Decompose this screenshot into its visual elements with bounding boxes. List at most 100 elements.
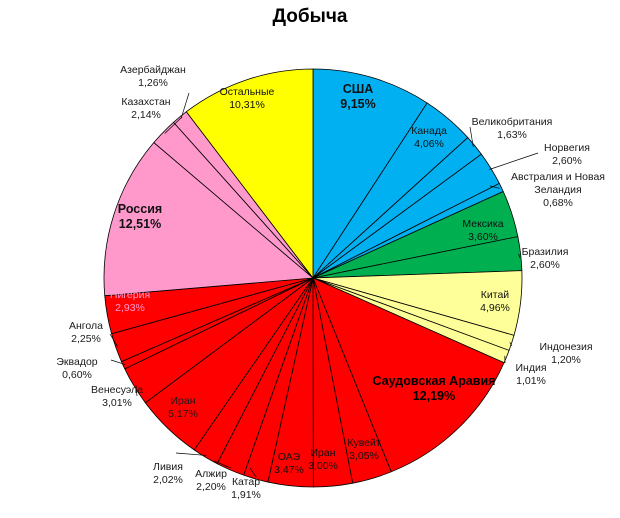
leader-line — [175, 452, 207, 456]
leader-line — [518, 253, 521, 259]
slice-name: Нигерия — [110, 289, 150, 301]
leader-line — [469, 126, 474, 148]
leader-line — [213, 460, 232, 469]
slice-value: 4,96% — [480, 302, 510, 314]
leader-line — [249, 467, 257, 478]
slice-name: Ливия — [153, 461, 183, 473]
leader-line — [489, 185, 500, 189]
slice-name: Кувейт — [347, 437, 381, 449]
slice-name: Индия — [515, 362, 546, 374]
slice-value: 12,51% — [119, 217, 161, 231]
pie-slice-сша-0 — [312, 68, 428, 279]
slice-name: Алжир — [195, 468, 227, 480]
leader-line — [164, 116, 183, 134]
leader-line — [489, 152, 539, 170]
leader-line — [135, 385, 138, 397]
slice-name: Азербайджан — [120, 64, 186, 76]
slice-name: Эквадор — [56, 356, 97, 368]
slice-value: 2,14% — [131, 109, 161, 121]
slice-value: 2,25% — [71, 333, 101, 345]
pie-slices — [103, 68, 523, 488]
slice-name: Китай — [481, 289, 510, 301]
leader-line — [110, 359, 126, 365]
slice-value: 2,20% — [196, 481, 226, 493]
slice-name: Мексика — [462, 218, 503, 230]
slice-name: Остальные — [220, 86, 275, 98]
slice-name: Австралия и Новая — [511, 171, 605, 183]
slice-value: 3,01% — [102, 397, 132, 409]
slice-name-line: Зеландия — [534, 184, 581, 196]
slice-value: 1,26% — [138, 77, 168, 89]
slice-name: ОАЭ — [278, 451, 301, 463]
pie-slice-россия-22 — [103, 142, 314, 297]
slice-value: 4,06% — [414, 138, 444, 150]
slice-name: Индонезия — [539, 341, 592, 353]
slice-value: 5,17% — [168, 408, 198, 420]
slice-name: Канада — [411, 125, 447, 137]
slice-value: 12,19% — [413, 389, 455, 403]
slice-value: 3,60% — [468, 231, 498, 243]
leader-line — [109, 333, 119, 348]
slice-name: Катар — [232, 476, 260, 488]
slice-value: 2,02% — [153, 474, 183, 486]
slice-value: 0,68% — [543, 197, 573, 209]
pie-slice-остальные-25 — [185, 68, 314, 279]
slice-name: Иран — [170, 395, 195, 407]
slice-value: 3,00% — [308, 460, 338, 472]
slice-name: Россия — [118, 202, 162, 216]
slice-value: 9,15% — [340, 97, 375, 111]
slice-value: 0,60% — [62, 369, 92, 381]
slice-value: 1,63% — [497, 129, 527, 141]
slice-name: Бразилия — [522, 246, 569, 258]
slice-name: Великобритания — [472, 116, 553, 128]
chart-title: Добыча — [272, 6, 348, 27]
leader-line — [509, 342, 513, 347]
slice-value: 1,91% — [231, 489, 261, 501]
slice-name: Казахстан — [121, 96, 170, 108]
slice-value: 1,20% — [551, 354, 581, 366]
slice-value: 2,60% — [530, 259, 560, 271]
slice-value: 2,93% — [115, 302, 145, 314]
slice-name: США — [343, 82, 374, 96]
slice-name: Саудовская Аравия — [373, 374, 496, 388]
slice-value: 2,60% — [552, 155, 582, 167]
pie-labels: США9,15%Канада4,06%Великобритания1,63%Но… — [56, 64, 605, 501]
slice-value: 1,01% — [516, 375, 546, 387]
pie-slice-саудовская-аравия-10 — [312, 277, 505, 473]
slice-value: 3,05% — [349, 450, 379, 462]
slice-name: Иран — [310, 447, 335, 459]
slice-value: 3,47% — [274, 464, 304, 476]
leader-line — [180, 92, 190, 119]
slice-name: Норвегия — [544, 142, 590, 154]
slice-value: 10,31% — [229, 99, 265, 111]
slice-name: Ангола — [69, 320, 103, 332]
slice-name: Венесуэла — [91, 384, 143, 396]
